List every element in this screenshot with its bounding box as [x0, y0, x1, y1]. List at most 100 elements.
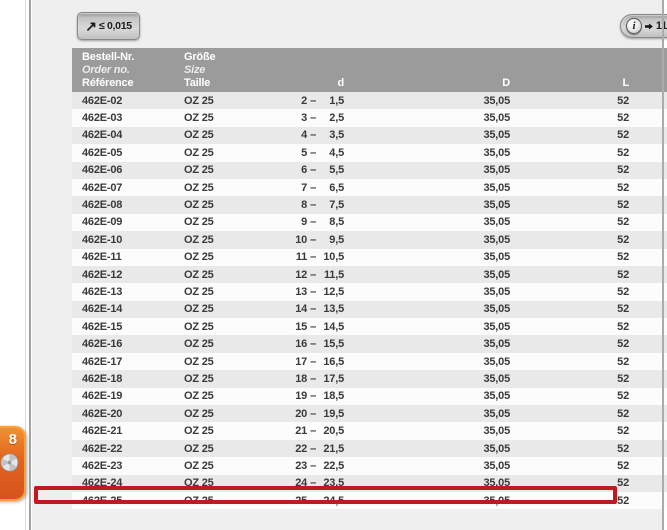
cell-D: 35,05 [483, 216, 510, 229]
cell-d: 18 – 17,5 [295, 372, 344, 385]
table-row: 462E-19 OZ 25 19 – 18,5 35,05 52 [72, 387, 667, 406]
table-row: 462E-09 OZ 25 9 – 8,5 35,05 52 [72, 213, 667, 232]
cell-D: 35,05 [483, 181, 510, 194]
cell-order-no: 462E-21 [82, 425, 123, 438]
cell-L: 52 [617, 129, 629, 142]
cell-order-no: 462E-07 [82, 181, 123, 194]
cell-D: 35,05 [483, 199, 510, 212]
cell-d: 12 – 11,5 [295, 268, 344, 281]
cell-size: OZ 25 [184, 425, 214, 438]
page-reference: 11.04 [656, 20, 667, 32]
cell-order-no: 462E-05 [82, 146, 123, 159]
cell-d: 8 – 7,5 [301, 199, 344, 212]
arrow-right-icon [645, 22, 653, 30]
cell-L: 52 [617, 216, 629, 229]
table-row: 462E-21 OZ 25 21 – 20,5 35,05 52 [72, 422, 667, 440]
cell-D: 35,05 [483, 477, 510, 490]
cell-size: OZ 25 [184, 285, 214, 298]
chapter-tab-badge[interactable]: 8 [0, 426, 26, 501]
table-body: 462E-02 OZ 25 2 – 1,5 35,05 52 462E-03 O… [72, 92, 667, 510]
cell-order-no: 462E-10 [82, 233, 123, 246]
cell-L: 52 [617, 268, 629, 281]
cell-order-no: 462E-06 [82, 164, 123, 177]
cell-d: 11 – 10,5 [295, 251, 344, 264]
runout-arrow-icon: ↗ [85, 18, 97, 34]
cell-size: OZ 25 [184, 355, 214, 368]
cell-L: 52 [617, 355, 629, 368]
cell-size: OZ 25 [184, 268, 214, 281]
cell-D: 35,05 [483, 233, 510, 246]
cell-order-no: 462E-08 [82, 199, 123, 212]
table-row: 462E-02 OZ 25 2 – 1,5 35,05 52 [72, 92, 667, 110]
table-row: 462E-18 OZ 25 18 – 17,5 35,05 52 [72, 370, 667, 388]
cell-size: OZ 25 [184, 303, 214, 316]
cell-d: 6 – 5,5 [301, 164, 344, 177]
cell-order-no: 462E-24 [82, 477, 123, 490]
table-row: 462E-17 OZ 25 17 – 16,5 35,05 52 [72, 352, 667, 371]
header-size: Größe Size Taille [184, 51, 216, 89]
cell-order-no: 462E-12 [82, 268, 123, 281]
product-table: Bestell-Nr. Order no. Référence Größe Si… [72, 48, 667, 510]
cell-d: 7 – 6,5 [301, 181, 344, 194]
cell-d: 10 – 9,5 [295, 233, 344, 246]
cell-D: 35,05 [483, 355, 510, 368]
table-row: 462E-13 OZ 25 13 – 12,5 35,05 52 [72, 283, 667, 301]
cell-order-no: 462E-23 [82, 459, 123, 472]
table-header: Bestell-Nr. Order no. Référence Größe Si… [72, 48, 667, 92]
cell-D: 35,05 [483, 129, 510, 142]
cell-D: 35,05 [483, 94, 510, 107]
milling-cutter-icon [0, 453, 19, 472]
cell-order-no: 462E-17 [82, 355, 123, 368]
cell-d: 5 – 4,5 [301, 146, 344, 159]
cell-L: 52 [617, 181, 629, 194]
page-left-outer-rule [25, 0, 26, 530]
cell-L: 52 [617, 251, 629, 264]
cell-L: 52 [617, 338, 629, 351]
cell-size: OZ 25 [184, 129, 214, 142]
cell-d: 20 – 19,5 [295, 407, 344, 420]
cell-d: 25 – 24,5 [295, 494, 344, 507]
table-row: 462E-03 OZ 25 3 – 2,5 35,05 52 [72, 109, 667, 127]
table-row: 462E-10 OZ 25 10 – 9,5 35,05 52 [72, 231, 667, 249]
cell-size: OZ 25 [184, 94, 214, 107]
cell-order-no: 462E-03 [82, 112, 123, 125]
cell-size: OZ 25 [184, 199, 214, 212]
table-row: 462E-11 OZ 25 11 – 10,5 35,05 52 [72, 248, 667, 266]
header-order-no: Bestell-Nr. Order no. Référence [82, 51, 135, 89]
cell-order-no: 462E-13 [82, 285, 123, 298]
cell-size: OZ 25 [184, 146, 214, 159]
cell-D: 35,05 [483, 146, 510, 159]
table-row: 462E-16 OZ 25 16 – 15,5 35,05 52 [72, 335, 667, 353]
cell-L: 52 [617, 164, 629, 177]
cell-D: 35,05 [483, 285, 510, 298]
table-row: 462E-12 OZ 25 12 – 11,5 35,05 52 [72, 265, 667, 284]
runout-tolerance-button[interactable]: ↗ ≤ 0,015 [77, 12, 140, 40]
cell-D: 35,05 [483, 112, 510, 125]
page-right-rule [662, 0, 664, 530]
cell-D: 35,05 [483, 425, 510, 438]
cell-size: OZ 25 [184, 164, 214, 177]
cell-size: OZ 25 [184, 372, 214, 385]
cell-D: 35,05 [483, 303, 510, 316]
page-left-rule [29, 0, 31, 530]
cell-order-no: 462E-19 [82, 390, 123, 403]
cell-d: 17 – 16,5 [295, 355, 344, 368]
cell-order-no: 462E-11 [82, 251, 122, 264]
cell-size: OZ 25 [184, 477, 214, 490]
cell-order-no: 462E-25 [82, 494, 123, 507]
table-row: 462E-23 OZ 25 23 – 22,5 35,05 52 [72, 457, 667, 475]
cell-L: 52 [617, 320, 629, 333]
cell-L: 52 [617, 459, 629, 472]
cell-order-no: 462E-16 [82, 338, 123, 351]
cell-size: OZ 25 [184, 320, 214, 333]
cell-D: 35,05 [483, 442, 510, 455]
cell-d: 9 – 8,5 [301, 216, 344, 229]
cell-L: 52 [617, 477, 629, 490]
cell-D: 35,05 [483, 407, 510, 420]
cell-size: OZ 25 [184, 181, 214, 194]
cell-D: 35,05 [483, 268, 510, 281]
cell-order-no: 462E-20 [82, 407, 123, 420]
info-page-button[interactable]: i 11.04 [620, 14, 667, 38]
cell-d: 21 – 20,5 [295, 425, 344, 438]
cell-d: 2 – 1,5 [301, 94, 344, 107]
